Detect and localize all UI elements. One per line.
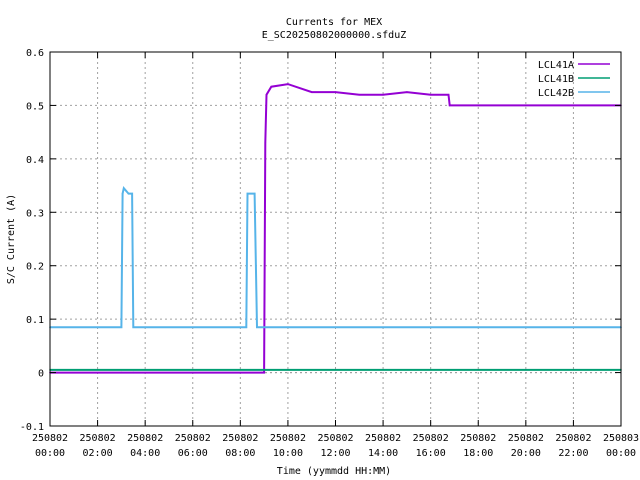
- data-point: [448, 104, 451, 107]
- x-axis-label: Time (yymmdd HH:MM): [277, 466, 391, 477]
- x-tick-date: 250802: [222, 433, 258, 444]
- x-tick-date: 250802: [460, 433, 496, 444]
- y-tick-label: 0.3: [26, 208, 44, 219]
- x-tick-time: 00:00: [35, 448, 65, 459]
- data-point: [132, 326, 135, 329]
- legend-label: LCL41A: [538, 60, 574, 71]
- series-group: [49, 83, 622, 374]
- x-tick-time: 04:00: [130, 448, 160, 459]
- data-point: [264, 142, 267, 144]
- series-line-lcl42b: [50, 186, 621, 329]
- data-point: [334, 91, 337, 93]
- x-tick-date: 250802: [317, 433, 353, 444]
- y-tick-label: -0.1: [20, 422, 44, 433]
- legend-label: LCL41B: [538, 74, 574, 85]
- y-tick-label: 0.1: [26, 315, 44, 326]
- data-point: [270, 85, 273, 88]
- x-tick-time: 08:00: [225, 448, 255, 459]
- x-tick-date: 250802: [80, 433, 116, 444]
- x-tick-date: 250802: [413, 433, 449, 444]
- data-point: [310, 91, 313, 93]
- x-tick-date: 250803: [603, 433, 639, 444]
- x-tick-time: 16:00: [416, 448, 446, 459]
- x-tick-date: 250802: [127, 433, 163, 444]
- data-point: [358, 93, 361, 96]
- data-point: [127, 192, 130, 195]
- x-tick-time: 22:00: [558, 448, 588, 459]
- legend: LCL41A LCL41B LCL42B: [538, 60, 610, 99]
- data-point: [287, 83, 289, 85]
- x-tick-time: 18:00: [463, 448, 493, 459]
- data-point: [525, 104, 527, 107]
- data-point: [572, 104, 575, 107]
- data-point: [131, 192, 133, 195]
- x-tick-date: 250802: [270, 433, 306, 444]
- legend-label: LCL42B: [538, 88, 574, 99]
- y-tick-label: 0.2: [26, 262, 44, 273]
- data-point: [120, 326, 123, 329]
- x-tick-date: 250802: [175, 433, 211, 444]
- x-tick-time: 14:00: [368, 448, 398, 459]
- data-point: [121, 192, 124, 195]
- x-tick-time: 02:00: [83, 448, 113, 459]
- y-axis-label: S/C Current (A): [6, 194, 17, 284]
- x-tick-time: 12:00: [320, 448, 350, 459]
- data-point: [406, 91, 408, 93]
- data-point: [246, 192, 249, 195]
- data-point: [123, 187, 125, 189]
- data-point: [253, 192, 256, 195]
- x-tick-date: 250802: [555, 433, 591, 444]
- x-tick-time: 10:00: [273, 448, 303, 459]
- y-tick-label: 0.5: [26, 101, 44, 112]
- y-tick-label: 0.6: [26, 48, 44, 59]
- chart-subtitle: E_SC20250802000000.sfduZ: [262, 30, 407, 41]
- data-point: [265, 93, 268, 96]
- y-tick-label: 0: [38, 369, 44, 380]
- x-tick-time: 00:00: [606, 448, 636, 459]
- data-point: [447, 93, 450, 96]
- data-point: [263, 371, 265, 374]
- x-tick-date: 250802: [32, 433, 68, 444]
- x-tick-date: 250802: [508, 433, 544, 444]
- data-point: [477, 104, 480, 107]
- data-point: [132, 371, 135, 374]
- x-tick-time: 06:00: [178, 448, 208, 459]
- axis-ticks: -0.1 0 0.1 0.2 0.3 0.4 0.5 0.6 250802 00:00 250802…: [20, 48, 639, 459]
- data-point: [120, 371, 123, 374]
- data-point: [260, 371, 263, 374]
- data-point: [382, 93, 384, 96]
- y-tick-label: 0.4: [26, 155, 44, 166]
- x-tick-time: 20:00: [511, 448, 541, 459]
- data-point: [256, 326, 258, 329]
- data-point: [245, 326, 248, 329]
- x-tick-date: 250802: [365, 433, 401, 444]
- chart-title: Currents for MEX: [286, 17, 382, 28]
- data-point: [429, 93, 432, 96]
